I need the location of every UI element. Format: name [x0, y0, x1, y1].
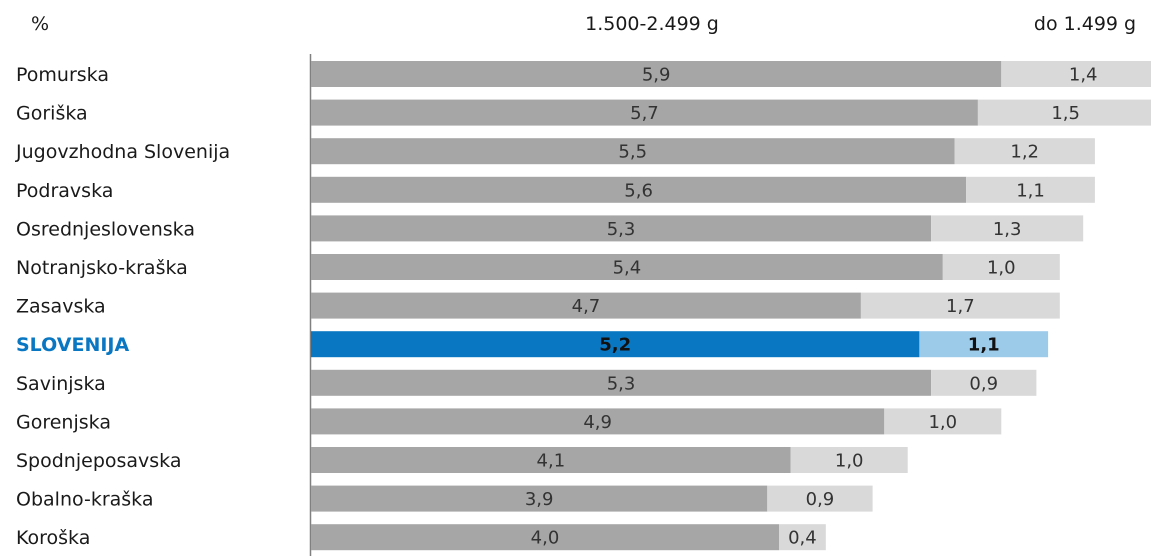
bar-segment-series-2 [884, 408, 1002, 435]
data-label: 5,5 [618, 142, 647, 163]
bar-segment-series-2 [931, 215, 1084, 242]
data-label: 5,4 [613, 258, 642, 279]
data-label: 1,2 [1010, 142, 1039, 163]
data-label: 5,6 [624, 180, 653, 201]
data-label: 1,7 [946, 296, 975, 317]
data-label: 1,1 [1016, 180, 1045, 201]
data-label: 1,0 [928, 412, 957, 433]
data-label: 0,9 [969, 373, 998, 394]
data-label: 1,1 [968, 335, 1000, 356]
category-label: Spodnjeposavska [16, 450, 182, 472]
data-label: 1,3 [993, 219, 1022, 240]
bar-segment-series-1 [311, 485, 768, 512]
category-label: Podravska [16, 180, 113, 202]
category-label: Koroška [16, 527, 90, 549]
bar-segment-series-1 [311, 215, 932, 242]
category-label: Notranjsko-kraška [16, 257, 188, 279]
bar-segment-series-1 [311, 408, 885, 435]
bar-segment-series-1 [311, 138, 955, 165]
bar-segment-series-2 [767, 485, 873, 512]
bar-segment-series-1 [311, 99, 978, 126]
bar-segment-series-2 [977, 99, 1151, 126]
category-label: Obalno-kraška [16, 489, 153, 511]
category-label: Pomurska [16, 64, 109, 86]
legend-entry-1: 1.500-2.499 g [585, 13, 719, 35]
data-label: 1,4 [1069, 65, 1098, 86]
data-label: 4,0 [531, 528, 560, 549]
unit-label: % [31, 13, 49, 35]
category-label: Savinjska [16, 373, 106, 395]
bar-segment-series-2 [931, 369, 1037, 396]
bar-segment-series-1 [311, 61, 1002, 87]
legend-entry-2: do 1.499 g [1034, 13, 1136, 35]
category-label: Goriška [16, 103, 88, 125]
bar-segment-series-1 [311, 254, 943, 280]
bar-segment-series-2 [966, 176, 1095, 203]
data-label: 0,4 [788, 528, 817, 549]
data-label: 4,7 [572, 296, 601, 317]
bar-segment-series-2 [779, 524, 826, 551]
bar-segment-series-2 [790, 447, 908, 473]
bar-segment-series-1 [311, 292, 861, 319]
bar-segment-series-2 [1001, 61, 1151, 87]
data-label: 4,9 [583, 412, 612, 433]
bar-segment-series-1 [311, 176, 967, 203]
bar-segment-series-2 [942, 254, 1060, 280]
bar-segment-series-1 [311, 331, 920, 358]
category-label: Jugovzhodna Slovenija [15, 141, 230, 163]
data-label: 1,0 [835, 451, 864, 472]
bar-segment-series-1 [311, 369, 932, 396]
bar-segment-series-2 [919, 331, 1049, 358]
data-label: 1,0 [987, 258, 1016, 279]
data-label: 5,9 [642, 65, 671, 86]
bar-segment-series-2 [860, 292, 1060, 319]
data-label: 4,1 [537, 451, 566, 472]
category-label: Osrednjeslovenska [16, 218, 195, 240]
data-label: 5,3 [607, 373, 636, 394]
bar-segment-series-1 [311, 524, 779, 551]
bar-segment-series-1 [311, 447, 791, 473]
data-label: 1,5 [1051, 103, 1080, 124]
category-label: SLOVENIJA [16, 334, 129, 356]
bar-segment-series-2 [954, 138, 1095, 165]
category-label: Gorenjska [16, 411, 111, 433]
data-label: 0,9 [806, 489, 835, 510]
data-label: 5,2 [599, 335, 631, 356]
category-label: Zasavska [16, 296, 106, 318]
data-label: 5,3 [607, 219, 636, 240]
data-label: 3,9 [525, 489, 554, 510]
data-label: 5,7 [630, 103, 659, 124]
